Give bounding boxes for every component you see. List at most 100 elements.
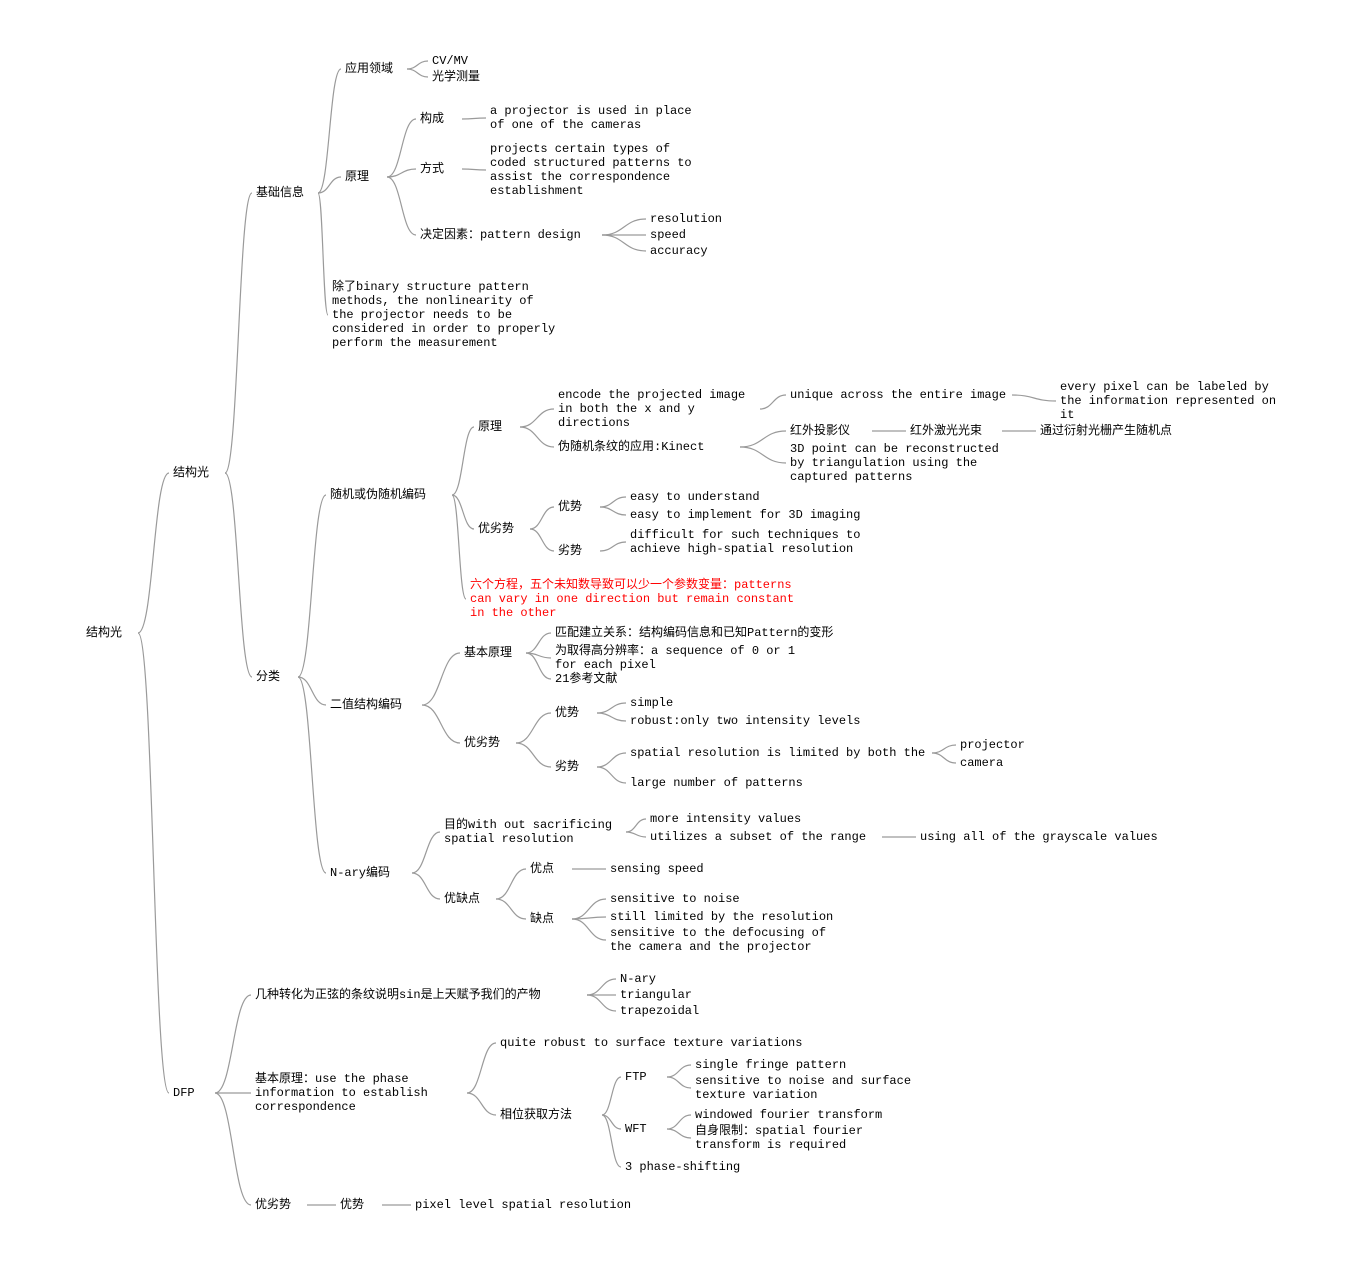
edge-principle-method — [387, 169, 416, 177]
node-bin_cons2[interactable]: large number of patterns — [630, 776, 850, 790]
node-rand_pros2[interactable]: easy to implement for 3D imaging — [630, 508, 870, 522]
node-nary_proscons[interactable]: 优缺点 — [444, 892, 494, 906]
node-bin_cons1a[interactable]: projector — [960, 738, 1050, 752]
node-nary_cons[interactable]: 缺点 — [530, 912, 570, 926]
node-nary_g1[interactable]: more intensity values — [650, 812, 850, 826]
node-everypixel[interactable]: every pixel can be labeled by the inform… — [1060, 380, 1290, 422]
node-dfp_pros1[interactable]: pixel level spatial resolution — [415, 1198, 675, 1212]
node-dfp_proscons[interactable]: 优劣势 — [255, 1198, 305, 1212]
node-bin_pros2[interactable]: robust:only two intensity levels — [630, 714, 870, 728]
node-wft[interactable]: WFT — [625, 1122, 665, 1136]
node-sw_tri[interactable]: triangular — [620, 988, 720, 1002]
node-bin_cons1[interactable]: spatial resolution is limited by both th… — [630, 746, 930, 760]
edge-rand_proscons-rand_pros — [530, 507, 554, 529]
node-nary_cons1[interactable]: sensitive to noise — [610, 892, 810, 906]
node-bin_p2[interactable]: 为取得高分辨率：a sequence of 0 or 1 for each pi… — [555, 644, 815, 672]
node-rand_cons1[interactable]: difficult for such techniques to achieve… — [630, 528, 870, 556]
node-classify[interactable]: 分类 — [256, 670, 296, 684]
node-nary_cons3[interactable]: sensitive to the defocusing of the camer… — [610, 926, 840, 954]
edge-root-dfp — [138, 633, 169, 1093]
node-rand_cons[interactable]: 劣势 — [558, 544, 598, 558]
node-dfp_pros[interactable]: 优势 — [340, 1198, 380, 1212]
node-wft2[interactable]: 自身限制：spatial fourier transform is requir… — [695, 1124, 915, 1152]
node-speed[interactable]: speed — [650, 228, 740, 242]
node-principle[interactable]: 原理 — [345, 170, 385, 184]
node-bin_pros[interactable]: 优势 — [555, 706, 595, 720]
edge-dfp-sinwave — [215, 995, 251, 1093]
edge-rand_principle-encode — [520, 409, 554, 427]
node-bin_proscons[interactable]: 优劣势 — [464, 736, 514, 750]
node-rand_pros1[interactable]: easy to understand — [630, 490, 830, 504]
edge-dfp-dfp_proscons — [215, 1093, 251, 1205]
node-nary_g2a[interactable]: using all of the grayscale values — [920, 830, 1180, 844]
node-method[interactable]: 方式 — [420, 162, 460, 176]
node-bin_pros1[interactable]: simple — [630, 696, 710, 710]
node-encode[interactable]: encode the projected image in both the x… — [558, 388, 758, 430]
node-ftp1[interactable]: single fringe pattern — [695, 1058, 915, 1072]
node-dfp_phase[interactable]: 相位获取方法 — [500, 1108, 600, 1122]
node-bin_cons1b[interactable]: camera — [960, 756, 1050, 770]
edge-unique-everypixel — [1012, 395, 1056, 401]
node-basic[interactable]: 基础信息 — [256, 186, 316, 200]
node-unique[interactable]: unique across the entire image — [790, 388, 1010, 402]
edge-dfp_basic-dfp_phase — [467, 1093, 496, 1115]
node-ps3[interactable]: 3 phase-shifting — [625, 1160, 785, 1174]
node-nary_goal[interactable]: 目的with out sacrificing spatial resolutio… — [444, 818, 624, 846]
node-red_note[interactable]: 六个方程，五个未知数导致可以少一个参数变量：patterns can vary … — [470, 578, 810, 620]
node-ftp2[interactable]: sensitive to noise and surface texture v… — [695, 1074, 925, 1102]
node-diffract[interactable]: 通过衍射光栅产生随机点 — [1040, 424, 1220, 438]
edge-binary-bin_proscons — [422, 705, 460, 743]
node-rand_pros[interactable]: 优势 — [558, 500, 598, 514]
node-ir_proj[interactable]: 红外投影仪 — [790, 424, 870, 438]
node-kinect[interactable]: 伪随机条纹的应用:Kinect — [558, 440, 738, 454]
node-nary_cons2[interactable]: still limited by the resolution — [610, 910, 850, 924]
edge-principle-factor — [387, 177, 416, 235]
node-nonlin[interactable]: 除了binary structure pattern methods, the … — [332, 280, 562, 350]
node-sl[interactable]: 结构光 — [173, 466, 223, 480]
edge-basic-nonlin — [318, 193, 328, 315]
edge-kinect-trig3d — [740, 447, 786, 463]
edge-bin_proscons-bin_cons — [516, 743, 551, 767]
node-nary[interactable]: N-ary编码 — [330, 866, 410, 880]
node-resolution[interactable]: resolution — [650, 212, 740, 226]
edge-app_domain-optmeas — [407, 69, 428, 77]
node-nary_pros1[interactable]: sensing speed — [610, 862, 770, 876]
node-nary_pros[interactable]: 优点 — [530, 862, 570, 876]
node-composition_det[interactable]: a projector is used in place of one of t… — [490, 104, 710, 132]
node-root[interactable]: 结构光 — [86, 626, 136, 640]
node-sinwave[interactable]: 几种转化为正弦的条纹说明sin是上天赋予我们的产物 — [255, 988, 585, 1002]
node-ir_laser[interactable]: 红外激光光束 — [910, 424, 1000, 438]
edge-classify-random — [298, 495, 326, 677]
node-nary_g2[interactable]: utilizes a subset of the range — [650, 830, 880, 844]
node-random[interactable]: 随机或伪随机编码 — [330, 488, 450, 502]
edge-encode-unique — [760, 395, 786, 409]
node-rand_principle[interactable]: 原理 — [478, 420, 518, 434]
edge-nary-nary_goal — [412, 832, 440, 873]
edge-random-rand_principle — [452, 427, 474, 495]
node-dfp_basic[interactable]: 基本原理：use the phase information to establ… — [255, 1072, 465, 1114]
node-factor[interactable]: 决定因素：pattern design — [420, 228, 600, 242]
node-ftp[interactable]: FTP — [625, 1070, 665, 1084]
node-accuracy[interactable]: accuracy — [650, 244, 740, 258]
edge-ftp-ftp1 — [667, 1065, 691, 1077]
node-wft1[interactable]: windowed fourier transform — [695, 1108, 925, 1122]
node-method_det[interactable]: projects certain types of coded structur… — [490, 142, 710, 198]
node-bin_p3[interactable]: 21参考文献 — [555, 672, 675, 686]
node-sw_trap[interactable]: trapezoidal — [620, 1004, 720, 1018]
node-app_domain[interactable]: 应用领域 — [345, 62, 405, 76]
node-bin_principle[interactable]: 基本原理 — [464, 646, 524, 660]
node-bin_cons[interactable]: 劣势 — [555, 760, 595, 774]
node-cvmv[interactable]: CV/MV — [432, 54, 492, 68]
mindmap-canvas: 结构光结构光基础信息应用领域CV/MV光学测量原理构成a projector i… — [0, 0, 1369, 1276]
node-rand_proscons[interactable]: 优劣势 — [478, 522, 528, 536]
edge-sl-classify — [225, 473, 252, 677]
node-dfp[interactable]: DFP — [173, 1086, 213, 1100]
node-trig3d[interactable]: 3D point can be reconstructed by triangu… — [790, 442, 1020, 484]
node-optmeas[interactable]: 光学测量 — [432, 70, 492, 84]
edge-factor-resolution — [602, 219, 646, 235]
node-composition[interactable]: 构成 — [420, 112, 460, 126]
node-bin_p1[interactable]: 匹配建立关系：结构编码信息和已知Pattern的变形 — [555, 626, 875, 640]
node-dfp_robust[interactable]: quite robust to surface texture variatio… — [500, 1036, 820, 1050]
node-binary[interactable]: 二值结构编码 — [330, 698, 420, 712]
node-sw_nary[interactable]: N-ary — [620, 972, 700, 986]
